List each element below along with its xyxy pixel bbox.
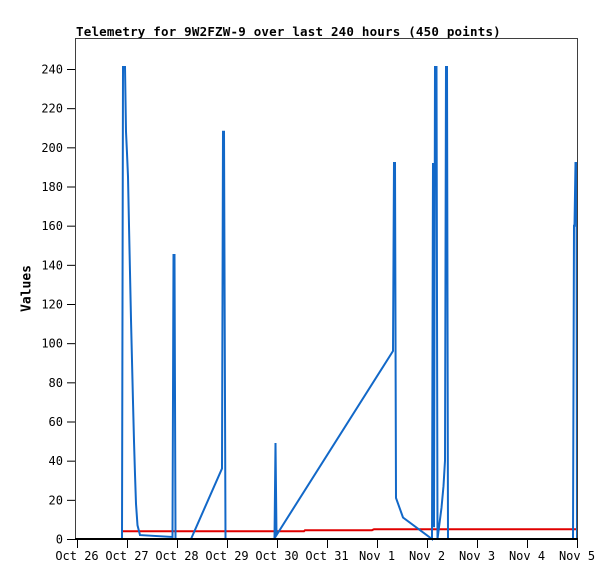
series-line-channel-blue: [121, 66, 578, 541]
y-tick-label: 60: [49, 415, 63, 429]
series-line-channel-red: [123, 528, 577, 533]
y-tick-label: 0: [56, 533, 63, 547]
chart-title: Telemetry for 9W2FZW-9 over last 240 hou…: [76, 24, 501, 39]
y-tick-label: 20: [49, 493, 63, 507]
x-tick-label: Nov 2: [409, 549, 445, 563]
y-tick-label: 240: [41, 63, 63, 77]
x-tick-label: Oct 27: [105, 549, 148, 563]
x-tick-label: Oct 28: [155, 549, 198, 563]
x-tick-label: Oct 31: [305, 549, 348, 563]
x-tick-label: Nov 5: [559, 549, 595, 563]
x-tick-label: Nov 3: [459, 549, 495, 563]
x-tick-label: Nov 4: [509, 549, 545, 563]
y-tick-label: 80: [49, 376, 63, 390]
x-tick-label: Oct 26: [55, 549, 98, 563]
y-tick-label: 160: [41, 219, 63, 233]
plot-frame: [75, 38, 578, 540]
y-tick-label: 200: [41, 141, 63, 155]
x-tick-label: Nov 1: [359, 549, 395, 563]
y-tick-label: 220: [41, 102, 63, 116]
x-tick-label: Oct 30: [255, 549, 298, 563]
y-tick-label: 120: [41, 298, 63, 312]
y-tick-label: 100: [41, 337, 63, 351]
y-tick-label: 180: [41, 180, 63, 194]
x-tick-label: Oct 29: [205, 549, 248, 563]
y-tick-label: 140: [41, 258, 63, 272]
y-tick-label: 40: [49, 454, 63, 468]
